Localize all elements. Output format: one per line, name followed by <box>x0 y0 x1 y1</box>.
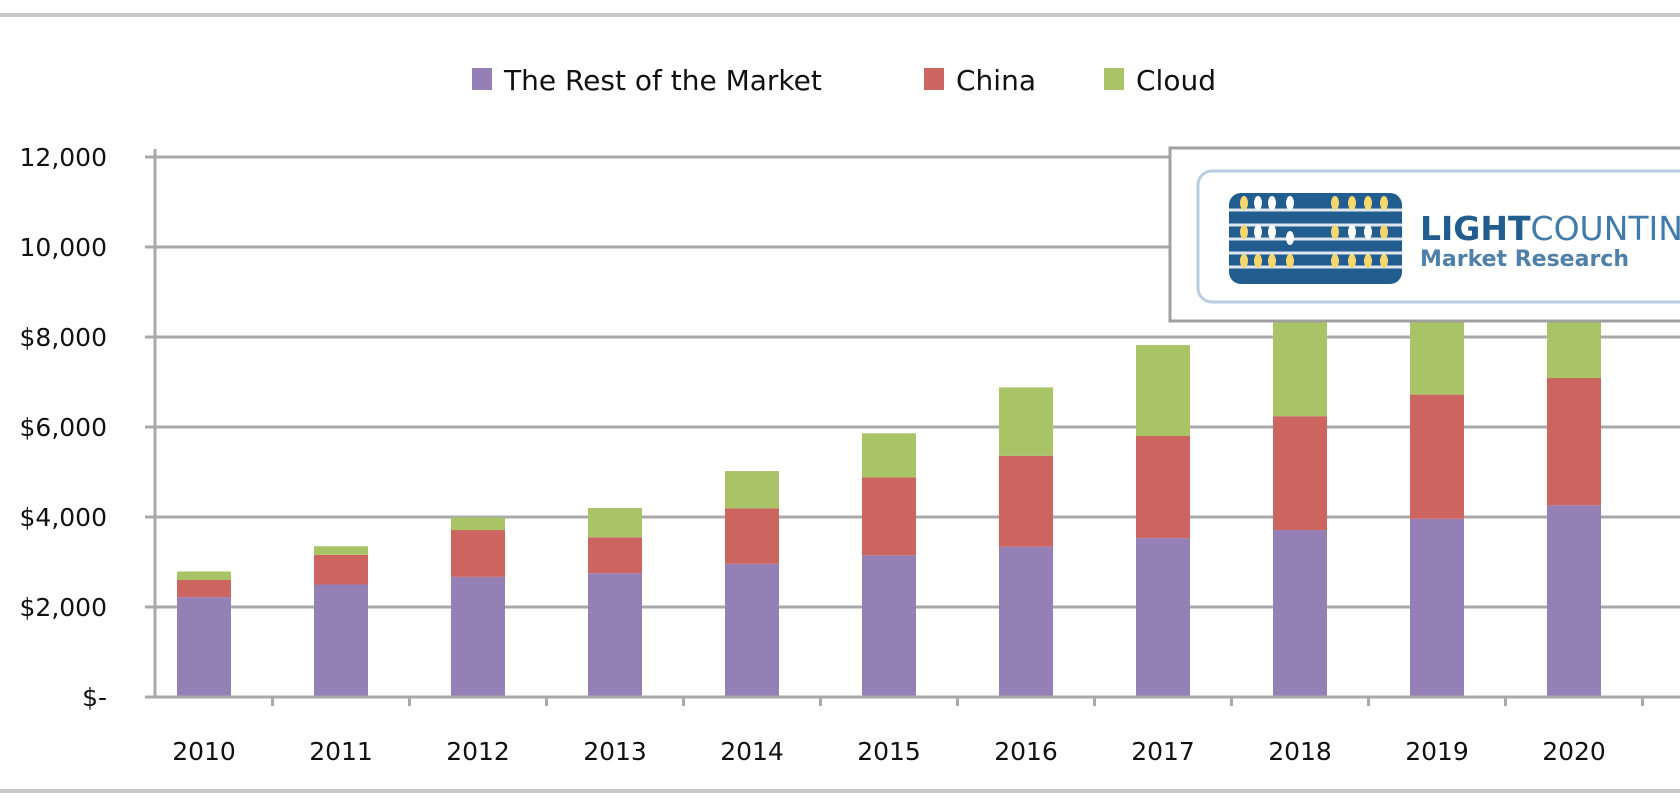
bar-2017-the-rest-of-the-market <box>1136 538 1190 697</box>
abacus-bead <box>1331 254 1339 268</box>
bar-2016-china <box>999 455 1053 547</box>
bar-2018-the-rest-of-the-market <box>1273 530 1327 697</box>
x-tick-label: 2010 <box>172 737 236 766</box>
bar-2011-cloud <box>314 546 368 555</box>
abacus-bead <box>1348 254 1356 268</box>
bar-2010-china <box>177 580 231 598</box>
legend-label-2: China <box>956 64 1036 97</box>
bar-2013-china <box>588 537 642 574</box>
x-tick-label: 2015 <box>857 737 921 766</box>
x-axis-ticks: 2010 2011 2012 2013 2014 2015 2016 2017 2018 2019… <box>155 695 1680 766</box>
x-tick-label: 2012 <box>446 737 510 766</box>
bar-2012-cloud <box>451 517 505 531</box>
abacus-bead <box>1380 225 1388 239</box>
bar-2016-cloud <box>999 387 1053 456</box>
abacus-bead <box>1331 196 1339 210</box>
abacus-bead <box>1348 225 1356 239</box>
y-tick-label: 10,000 <box>20 233 107 262</box>
bar-2017-china <box>1136 436 1190 539</box>
abacus-bead <box>1364 225 1372 239</box>
x-tick-label: 2019 <box>1405 737 1469 766</box>
bar-2016-the-rest-of-the-market <box>999 546 1053 697</box>
abacus-bead <box>1380 254 1388 268</box>
abacus-bead <box>1268 225 1276 239</box>
abacus-bead <box>1240 196 1248 210</box>
bar-2012-china <box>451 530 505 577</box>
abacus-bead <box>1286 196 1294 210</box>
lightcounting-logo-icon <box>1229 193 1402 284</box>
bar-2012-the-rest-of-the-market <box>451 576 505 697</box>
y-tick-label: 12,000 <box>20 143 107 172</box>
abacus-bead <box>1254 254 1262 268</box>
legend-label-1: The Rest of the Market <box>503 64 822 97</box>
abacus-bead <box>1240 254 1248 268</box>
abacus-bead <box>1240 225 1248 239</box>
legend: The Rest of the Market China Cloud <box>472 64 1216 97</box>
abacus-bead <box>1268 254 1276 268</box>
x-tick-label: 2016 <box>994 737 1058 766</box>
x-tick-label: 2018 <box>1268 737 1332 766</box>
abacus-bead <box>1348 196 1356 210</box>
bar-2014-china <box>725 508 779 564</box>
abacus-bead <box>1254 225 1262 239</box>
bar-2014-cloud <box>725 471 779 509</box>
x-tick-label: 2020 <box>1542 737 1606 766</box>
bar-2015-cloud <box>862 433 916 478</box>
abacus-bead <box>1286 254 1294 268</box>
logo-subtitle: Market Research <box>1420 247 1629 272</box>
legend-label-3: Cloud <box>1136 64 1216 97</box>
y-tick-label: $- <box>82 683 107 712</box>
bar-2015-the-rest-of-the-market <box>862 555 916 697</box>
bar-2013-the-rest-of-the-market <box>588 573 642 697</box>
bar-2014-the-rest-of-the-market <box>725 563 779 697</box>
x-tick-label: 2014 <box>720 737 784 766</box>
y-tick-label: $2,000 <box>20 593 107 622</box>
bar-2017-cloud <box>1136 345 1190 436</box>
abacus-bead <box>1364 254 1372 268</box>
bar-2011-china <box>314 554 368 585</box>
bar-2010-cloud <box>177 571 231 580</box>
bar-2010-the-rest-of-the-market <box>177 597 231 697</box>
abacus-bead <box>1331 225 1339 239</box>
y-axis-ticks: $- $2,000 $4,000 $6,000 $8,000 10,000 12,000 <box>20 143 107 712</box>
abacus-bead <box>1254 196 1262 210</box>
bar-2015-china <box>862 477 916 556</box>
y-tick-label: $6,000 <box>20 413 107 442</box>
x-tick-label: 2017 <box>1131 737 1195 766</box>
legend-swatch-1 <box>472 68 492 90</box>
bar-2019-the-rest-of-the-market <box>1410 518 1464 697</box>
legend-swatch-3 <box>1104 68 1124 90</box>
abacus-bead <box>1364 196 1372 210</box>
abacus-bead <box>1268 196 1276 210</box>
legend-swatch-2 <box>924 68 944 90</box>
y-tick-label: $4,000 <box>20 503 107 532</box>
y-tick-label: $8,000 <box>20 323 107 352</box>
bar-2011-the-rest-of-the-market <box>314 584 368 697</box>
bar-2018-china <box>1273 416 1327 531</box>
abacus-bead <box>1380 196 1388 210</box>
bars <box>177 251 1601 697</box>
logo-box: LIGHTCOUNTING Market Research <box>1168 146 1680 323</box>
bar-2020-china <box>1547 377 1601 506</box>
bar-2013-cloud <box>588 508 642 538</box>
x-tick-label: 2013 <box>583 737 647 766</box>
x-tick-label: 2011 <box>309 737 373 766</box>
bar-2020-the-rest-of-the-market <box>1547 505 1601 697</box>
bar-2018-cloud <box>1273 308 1327 417</box>
abacus-bead <box>1286 231 1294 245</box>
logo-brand: LIGHTCOUNTING <box>1420 209 1680 248</box>
bar-2019-china <box>1410 394 1464 519</box>
